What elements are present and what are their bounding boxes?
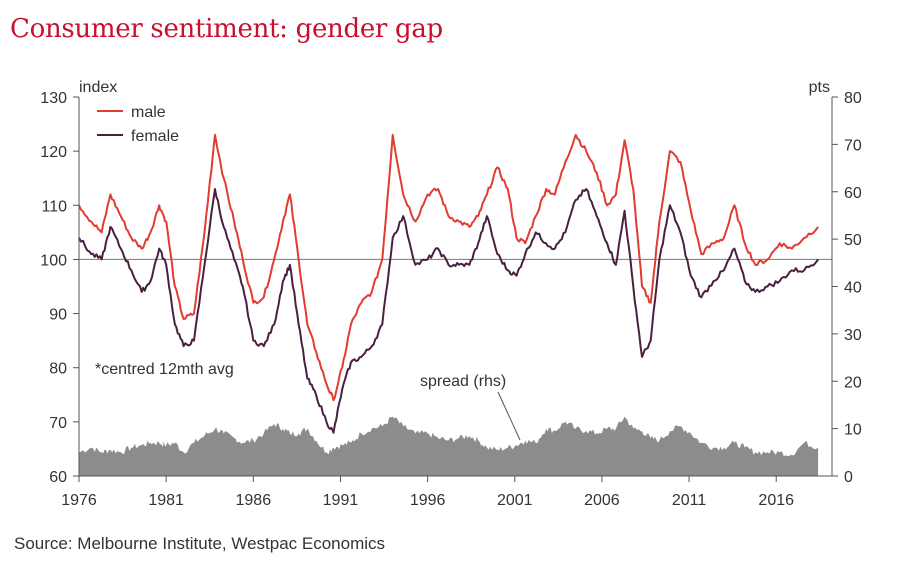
x-tick-label: 1986 bbox=[236, 492, 272, 509]
x-tick-label: 1991 bbox=[323, 492, 359, 509]
right-tick-label: 30 bbox=[844, 327, 862, 344]
source-note: Source: Melbourne Institute, Westpac Eco… bbox=[14, 534, 386, 553]
right-tick-label: 60 bbox=[844, 185, 862, 202]
spread-annotation-label: spread (rhs) bbox=[420, 373, 506, 390]
x-tick-label: 1996 bbox=[410, 492, 446, 509]
x-tick-label: 1976 bbox=[61, 492, 97, 509]
series-lines-layer bbox=[78, 133, 819, 434]
labels-layer: 60 70 80 90 100 110 120 130 0 10 20 30 40 50 60 70 80 197… bbox=[40, 79, 862, 509]
left-tick-label: 90 bbox=[49, 307, 67, 324]
chart-title: Consumer sentiment: gender gap bbox=[10, 14, 443, 44]
right-tick-label: 50 bbox=[844, 232, 862, 249]
left-tick-label: 80 bbox=[49, 361, 67, 378]
left-tick-label: 110 bbox=[41, 198, 67, 215]
legend-female-label: female bbox=[131, 128, 179, 145]
x-tick-label: 2011 bbox=[672, 492, 707, 509]
spread-annotation-pointer bbox=[497, 391, 521, 441]
x-tick-label: 1981 bbox=[148, 492, 184, 509]
legend-male-label: male bbox=[131, 104, 166, 121]
right-axis-label: pts bbox=[809, 79, 830, 96]
right-tick-label: 40 bbox=[844, 280, 862, 297]
left-tick-label: 70 bbox=[49, 415, 67, 432]
x-tick-label: 2006 bbox=[584, 492, 620, 509]
x-tick-label: 2001 bbox=[497, 492, 533, 509]
left-tick-label: 120 bbox=[40, 144, 67, 161]
male-line bbox=[78, 133, 819, 402]
left-axis-label: index bbox=[79, 79, 117, 96]
right-tick-label: 10 bbox=[844, 422, 862, 439]
right-tick-label: 20 bbox=[844, 374, 862, 391]
left-tick-label: 60 bbox=[49, 469, 67, 486]
footnote-centred-avg: *centred 12mth avg bbox=[95, 361, 234, 378]
x-tick-label: 2016 bbox=[758, 492, 794, 509]
right-tick-label: 80 bbox=[844, 90, 862, 107]
left-tick-label: 130 bbox=[40, 90, 67, 107]
right-tick-label: 70 bbox=[844, 137, 862, 154]
axes-layer bbox=[73, 96, 838, 482]
female-line bbox=[78, 188, 819, 434]
spread-area bbox=[79, 416, 819, 476]
right-tick-label: 0 bbox=[844, 469, 853, 486]
spread-area-layer bbox=[79, 416, 819, 476]
left-tick-label: 100 bbox=[40, 252, 67, 269]
